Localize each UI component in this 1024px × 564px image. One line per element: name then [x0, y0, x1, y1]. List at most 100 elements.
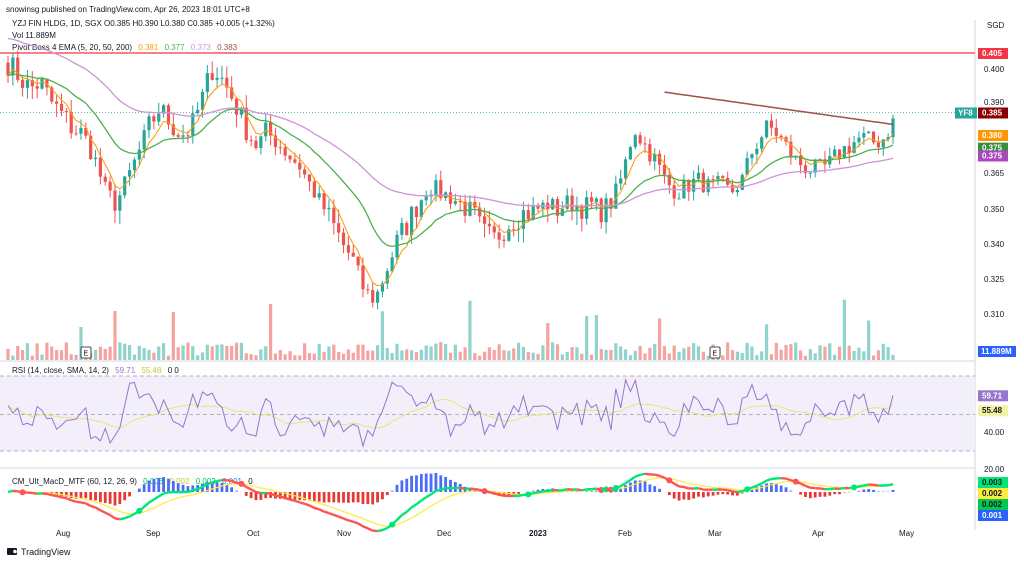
macd-line-segment: [659, 474, 665, 479]
macd-line-segment: [498, 493, 505, 497]
ema-lines[interactable]: [7, 37, 894, 287]
volume-bar: [852, 350, 856, 360]
macd-histogram-bar: [157, 477, 161, 492]
volume-bar: [93, 349, 98, 360]
candle-body: [137, 149, 141, 160]
macd-line-segment: [80, 501, 87, 505]
volume-bar: [239, 342, 244, 360]
volume-bar: [536, 354, 540, 360]
macd-histogram-bar: [254, 492, 258, 501]
volume-bar: [74, 354, 78, 360]
macd-line-segment: [629, 475, 636, 482]
volume-bar: [857, 347, 861, 360]
candle-body: [847, 146, 851, 153]
macd-histogram-bar: [439, 475, 443, 492]
macd-line-segment: [308, 504, 315, 509]
ema20-line: [7, 73, 894, 248]
resistance-line[interactable]: [0, 52, 975, 113]
volume-bar: [706, 355, 710, 360]
macd-histogram-bar: [64, 492, 68, 497]
volume-bar: [171, 312, 175, 360]
candle-body: [551, 199, 555, 210]
macd-histogram-bar: [677, 492, 681, 501]
macd-line-segment: [119, 517, 125, 521]
macd-histogram-bar: [230, 487, 234, 492]
macd-line-segment: [338, 515, 344, 520]
volume-bar: [385, 347, 389, 360]
macd-line-segment: [683, 485, 690, 490]
macd-histogram-bar: [862, 489, 866, 492]
macd-histogram-bar: [244, 492, 248, 496]
macd-histogram-bar: [629, 482, 632, 492]
macd-histogram-bar: [687, 492, 691, 500]
volume-bar: [677, 351, 681, 360]
volume-bar: [687, 346, 691, 360]
macd-line-segment: [231, 479, 237, 484]
price-tag: [978, 107, 1008, 119]
macd-line-segment: [396, 514, 403, 521]
volume-bar: [448, 352, 453, 360]
macd-histogram-bar: [740, 492, 744, 494]
candle-body: [74, 133, 78, 135]
volume-bar: [69, 354, 73, 360]
macd-line-segment: [654, 473, 660, 478]
macd-histogram-bar: [857, 490, 861, 492]
volume-bar: [380, 311, 385, 360]
candle-body: [254, 140, 258, 148]
candle-body: [507, 229, 511, 241]
volume-tag: [978, 346, 1016, 357]
macd-histogram-bar: [322, 492, 326, 503]
price-tick-label: 0.325: [984, 275, 1005, 284]
rsi-pane[interactable]: 40.00 20.00 59.71 55.48: [0, 375, 1008, 474]
time-tick-label: Nov: [337, 529, 351, 538]
candle-body: [458, 201, 462, 203]
macd-value-tag-label: 0.002: [982, 500, 1003, 509]
macd-line-segment: [94, 506, 101, 512]
macd-line-segment: [474, 487, 480, 492]
volume-bar: [390, 353, 394, 360]
macd-histogram-bar: [517, 492, 520, 495]
volume-bar: [502, 350, 506, 360]
macd-histogram-bar: [288, 492, 292, 500]
macd-line-segment: [746, 486, 753, 491]
volume-bar: [127, 344, 132, 360]
volume-bar: [371, 350, 375, 360]
candlestick-series[interactable]: [6, 50, 895, 310]
macd-line-segment: [615, 485, 622, 490]
macd-histogram-bar: [716, 492, 720, 495]
volume-bar: [113, 311, 117, 360]
macd-line-segment: [124, 515, 130, 520]
rsi-line: [7, 377, 894, 448]
volume-bar: [463, 347, 467, 360]
macd-line-segment: [7, 489, 14, 494]
time-axis[interactable]: Aug Sep Oct Nov Dec 2023 Feb Mar Apr May: [56, 529, 914, 538]
volume-bar: [439, 342, 443, 360]
macd-line-segment: [493, 492, 500, 496]
macd-line-segment: [318, 508, 325, 513]
candle-body: [400, 223, 404, 235]
macd-line-segment: [732, 490, 738, 494]
candle-body: [837, 149, 842, 159]
macd-histogram-bar: [283, 492, 287, 500]
candle-body: [750, 154, 754, 159]
macd-legend-extra: 0: [248, 477, 253, 486]
macd-histogram-bar: [74, 492, 78, 499]
macd-histogram-bar: [842, 492, 846, 493]
volume-bar: [79, 327, 83, 360]
macd-histogram-bar: [205, 482, 209, 492]
macd-histogram-bar: [400, 480, 404, 492]
macd-histogram-bar: [789, 490, 793, 492]
price-axis[interactable]: 0.405 0.400 0.390 0.380 0.365 0.350 0.340 0.325…: [984, 49, 1005, 319]
rsi-tick-label: 40.00: [984, 428, 1005, 437]
macd-pane[interactable]: 0.003 0.002 0.002 0.001: [7, 472, 1008, 533]
candle-body: [881, 139, 885, 148]
macd-line-segment: [839, 486, 845, 491]
macd-line-segment: [435, 488, 442, 492]
earnings-marker: [709, 346, 721, 359]
candle-body: [196, 109, 200, 114]
volume-bar: [565, 351, 569, 360]
volume-bar: [225, 345, 229, 360]
macd-line-segment: [405, 506, 413, 513]
